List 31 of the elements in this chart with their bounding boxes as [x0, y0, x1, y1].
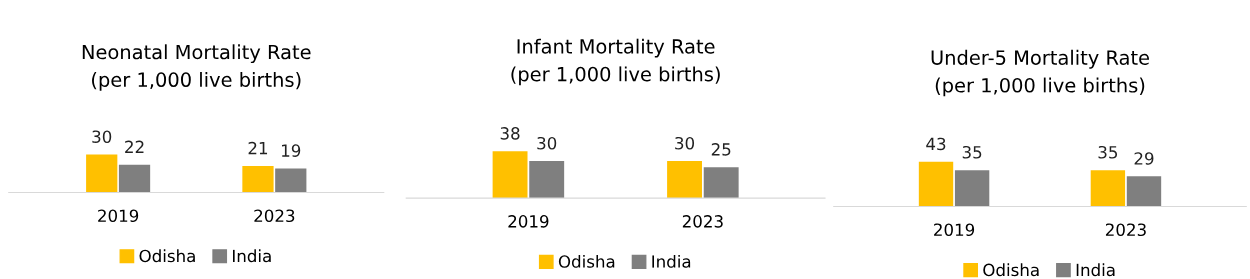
legend-label: India [232, 249, 271, 263]
bar [275, 168, 307, 193]
legend-label: Odisha [139, 249, 195, 263]
chart-title: Neonatal Mortality Rate (per 1,000 live births) [82, 44, 311, 91]
chart-title: Infant Mortality Rate (per 1,000 live births) [511, 38, 720, 86]
x-tick-label: 2019 [934, 223, 975, 237]
x-tick-label: 2023 [1105, 223, 1146, 237]
legend-label: India [1076, 263, 1115, 277]
data-label: 30 [675, 136, 695, 150]
x-tick-label: 2019 [508, 215, 549, 228]
bar [118, 164, 151, 193]
data-label: 22 [125, 140, 144, 153]
data-label: 38 [500, 127, 520, 140]
legend-label: Odisha [983, 263, 1039, 277]
legend-label: Odisha [558, 254, 615, 268]
data-label: 35 [962, 145, 982, 159]
data-label: 43 [926, 137, 946, 151]
x-tick-label: 2023 [682, 215, 723, 228]
data-label: 25 [711, 143, 731, 156]
legend-label: India [652, 254, 691, 268]
chart-title: Under-5 Mortality Rate (per 1,000 live births) [931, 49, 1150, 97]
data-label: 21 [248, 141, 268, 155]
data-label: 35 [1098, 145, 1118, 159]
bar [86, 154, 118, 193]
bar [242, 165, 274, 193]
data-label: 19 [282, 144, 301, 157]
data-label: 29 [1134, 152, 1154, 165]
x-tick-label: 2023 [254, 209, 295, 223]
data-label: 30 [537, 136, 557, 150]
x-tick-label: 2019 [98, 209, 139, 223]
data-label: 30 [92, 130, 112, 143]
